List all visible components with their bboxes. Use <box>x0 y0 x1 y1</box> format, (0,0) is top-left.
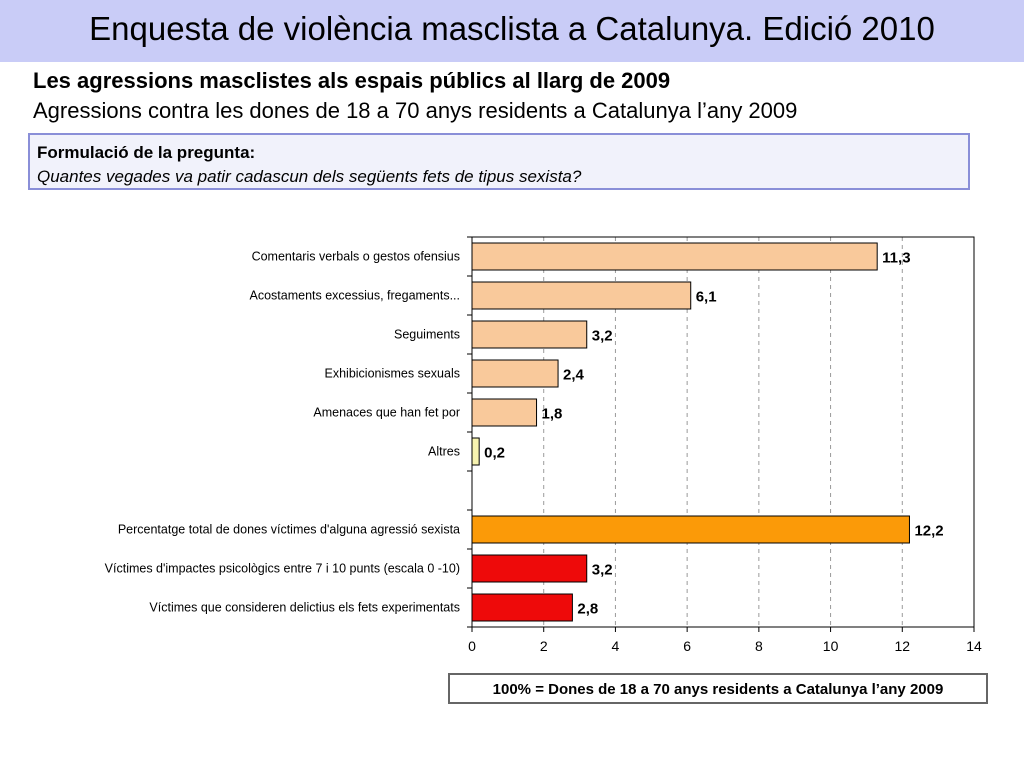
category-label: Exhibicionismes sexuals <box>325 367 460 381</box>
value-label: 2,8 <box>577 601 598 618</box>
x-tick-label: 6 <box>683 638 691 654</box>
bar <box>471 398 538 427</box>
bar <box>471 281 692 310</box>
x-tick-label: 2 <box>540 638 548 654</box>
header-band <box>0 0 1024 62</box>
category-label: Víctimes d'impactes psicològics entre 7 … <box>105 562 460 576</box>
category-label: Víctimes que consideren delictius els fe… <box>149 601 460 615</box>
value-label: 3,2 <box>592 328 613 345</box>
question-label: Formulació de la pregunta: <box>37 143 256 162</box>
bar <box>471 554 588 583</box>
category-label: Amenaces que han fet por <box>313 406 460 420</box>
bar <box>471 359 559 388</box>
value-label: 12,2 <box>914 523 943 540</box>
value-label: 11,3 <box>882 250 910 267</box>
x-tick-label: 12 <box>894 638 910 654</box>
bar <box>471 320 588 349</box>
category-label: Percentatge total de dones víctimes d'al… <box>118 523 460 537</box>
bar <box>471 593 573 622</box>
subtitle-secondary: Agressions contra les dones de 18 a 70 a… <box>33 98 798 123</box>
x-tick-label: 14 <box>966 638 982 654</box>
x-tick-label: 0 <box>468 638 476 654</box>
bar <box>471 437 480 466</box>
question-box: Formulació de la pregunta: Quantes vegad… <box>28 133 970 190</box>
bar <box>471 515 910 544</box>
footnote-text: 100% = Dones de 18 a 70 anys residents a… <box>492 681 944 698</box>
value-label: 1,8 <box>542 406 563 423</box>
value-label: 3,2 <box>592 562 613 579</box>
plot-frame <box>471 236 975 628</box>
x-tick-label: 8 <box>755 638 763 654</box>
category-label: Seguiments <box>394 328 460 342</box>
footnote-box: 100% = Dones de 18 a 70 anys residents a… <box>448 673 988 704</box>
subtitle: Les agressions masclistes als espais púb… <box>33 68 671 93</box>
category-label: Acostaments excessius, fregaments... <box>249 289 460 303</box>
value-label: 0,2 <box>484 445 505 462</box>
value-label: 6,1 <box>696 289 717 306</box>
value-label: 2,4 <box>563 367 585 384</box>
x-tick-label: 4 <box>612 638 620 654</box>
question-text: Quantes vegades va patir cadascun dels s… <box>37 167 582 186</box>
page-title: Enquesta de violència masclista a Catalu… <box>89 10 935 47</box>
category-label: Comentaris verbals o gestos ofensius <box>252 250 460 264</box>
bar <box>471 242 878 271</box>
x-tick-label: 10 <box>823 638 839 654</box>
category-label: Altres <box>428 445 460 459</box>
